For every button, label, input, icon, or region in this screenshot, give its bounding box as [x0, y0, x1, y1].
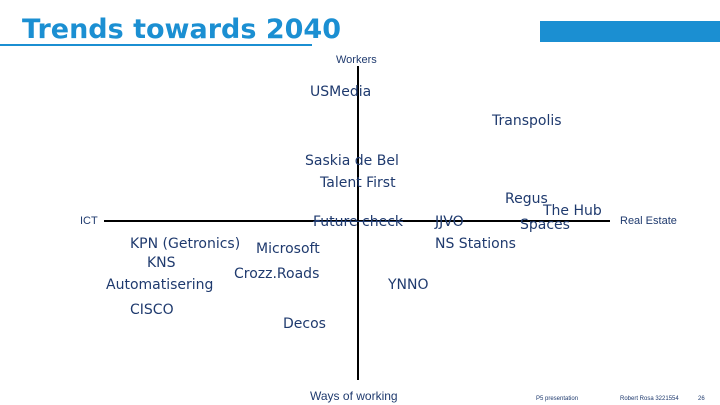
axis-label-bottom: Ways of working: [310, 389, 398, 403]
item-saskia-de-bel: Saskia de Bel: [305, 153, 399, 169]
item-regus: Regus: [505, 191, 548, 207]
item-cisco: CISCO: [130, 302, 174, 318]
horizontal-axis: [104, 220, 610, 222]
footer-presentation: P5 presentation: [536, 396, 579, 402]
item-usmedia: USMedia: [310, 84, 372, 100]
axis-label-top: Workers: [336, 54, 377, 66]
item-future-check: Future check: [313, 214, 404, 230]
vertical-axis: [357, 66, 359, 380]
item-ynno: YNNO: [388, 277, 429, 293]
axis-label-right: Real Estate: [620, 215, 677, 227]
page-title: Trends towards 2040: [22, 14, 341, 45]
footer-author: Robert Rosa 3221554: [620, 396, 679, 402]
item-transpolis: Transpolis: [492, 113, 562, 129]
item-decos: Decos: [283, 316, 326, 332]
item-kpn-getronics: KPN (Getronics): [130, 236, 241, 252]
item-spaces: Spaces: [520, 217, 570, 233]
item-automatisering: Automatisering: [106, 277, 214, 293]
item-microsoft: Microsoft: [256, 241, 320, 257]
footer-page-number: 26: [698, 396, 705, 402]
item-ns-stations: NS Stations: [435, 236, 516, 252]
item-talent-first: Talent First: [320, 175, 396, 191]
item-crozzroads: Crozz.Roads: [234, 266, 320, 282]
title-underline: [0, 44, 312, 46]
item-the-hub: The Hub: [543, 203, 602, 219]
axis-label-left: ICT: [80, 215, 98, 227]
item-kns: KNS: [147, 255, 176, 271]
item-jjvo: JJVO: [435, 214, 464, 230]
header-accent-bar: [540, 21, 720, 42]
